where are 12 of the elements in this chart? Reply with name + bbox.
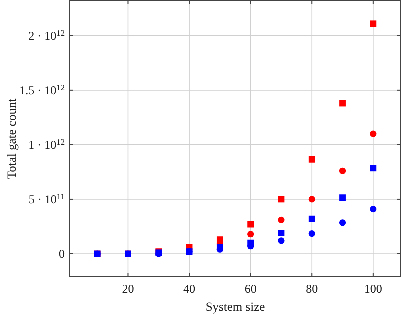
x-tick-label: 20 — [122, 282, 134, 296]
x-axis-title: System size — [206, 300, 266, 314]
y-tick-label: 5 · 10$^{11}$ — [28, 192, 65, 206]
x-tick-label: 40 — [184, 282, 196, 296]
y-tick-label: 0 — [59, 246, 65, 261]
y-axis-title: Total gate count — [5, 98, 19, 180]
x-tick-label: 80 — [306, 282, 318, 296]
y-tick-label: 2 · 10$^{12}$ — [28, 28, 65, 43]
y-tick-label: 1.5 · 10$^{12}$ — [20, 82, 65, 98]
x-tick-label: 60 — [244, 282, 257, 296]
x-tick-label: 100 — [364, 282, 382, 296]
y-tick-label: 1 · 10$^{12}$ — [28, 137, 65, 152]
